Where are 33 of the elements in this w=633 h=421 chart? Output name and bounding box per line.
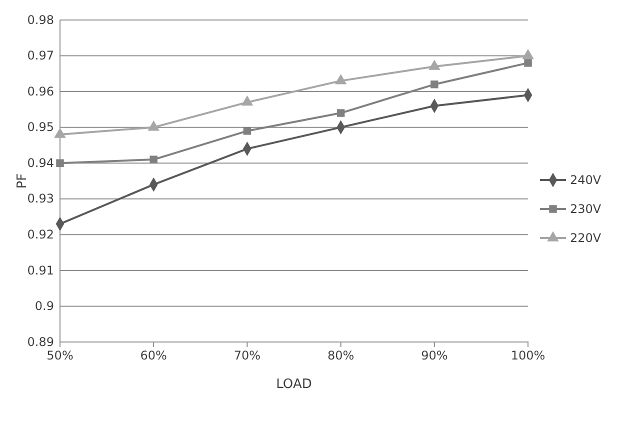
point [148,120,160,131]
y-tick-label: 0.98 [27,12,54,27]
legend-label: 230V [570,202,602,216]
point [54,128,66,138]
point [336,109,345,117]
x-tick-label: 80% [327,348,354,363]
point [243,127,252,135]
point [428,60,440,70]
y-tick-label: 0.93 [27,192,54,206]
x-tick-label: 50% [46,348,74,363]
x-tick-label: 70% [234,348,261,363]
point [56,159,64,167]
y-tick-label: 0.92 [27,228,54,242]
point [241,95,254,106]
y-tick-label: 0.94 [27,156,54,170]
y-tick-label: 0.96 [27,84,54,98]
point [150,156,158,164]
legend-label: 220V [570,231,602,245]
y-tick-label: 0.95 [27,120,54,134]
y-tick-label: 0.97 [27,48,54,63]
legend-label: 240V [570,173,602,187]
point [430,80,438,88]
point [524,59,532,67]
x-tick-label: 100% [510,348,546,363]
y-tick-label: 0.89 [27,334,54,349]
point [522,48,534,60]
point [334,74,347,84]
y-tick-label: 0.9 [34,299,54,314]
y-axis-title: PF [15,173,30,189]
x-axis-title: LOAD [276,377,312,392]
x-tick-label: 90% [421,348,448,363]
y-tick-label: 0.91 [27,263,54,278]
x-tick-label: 60% [140,348,167,363]
